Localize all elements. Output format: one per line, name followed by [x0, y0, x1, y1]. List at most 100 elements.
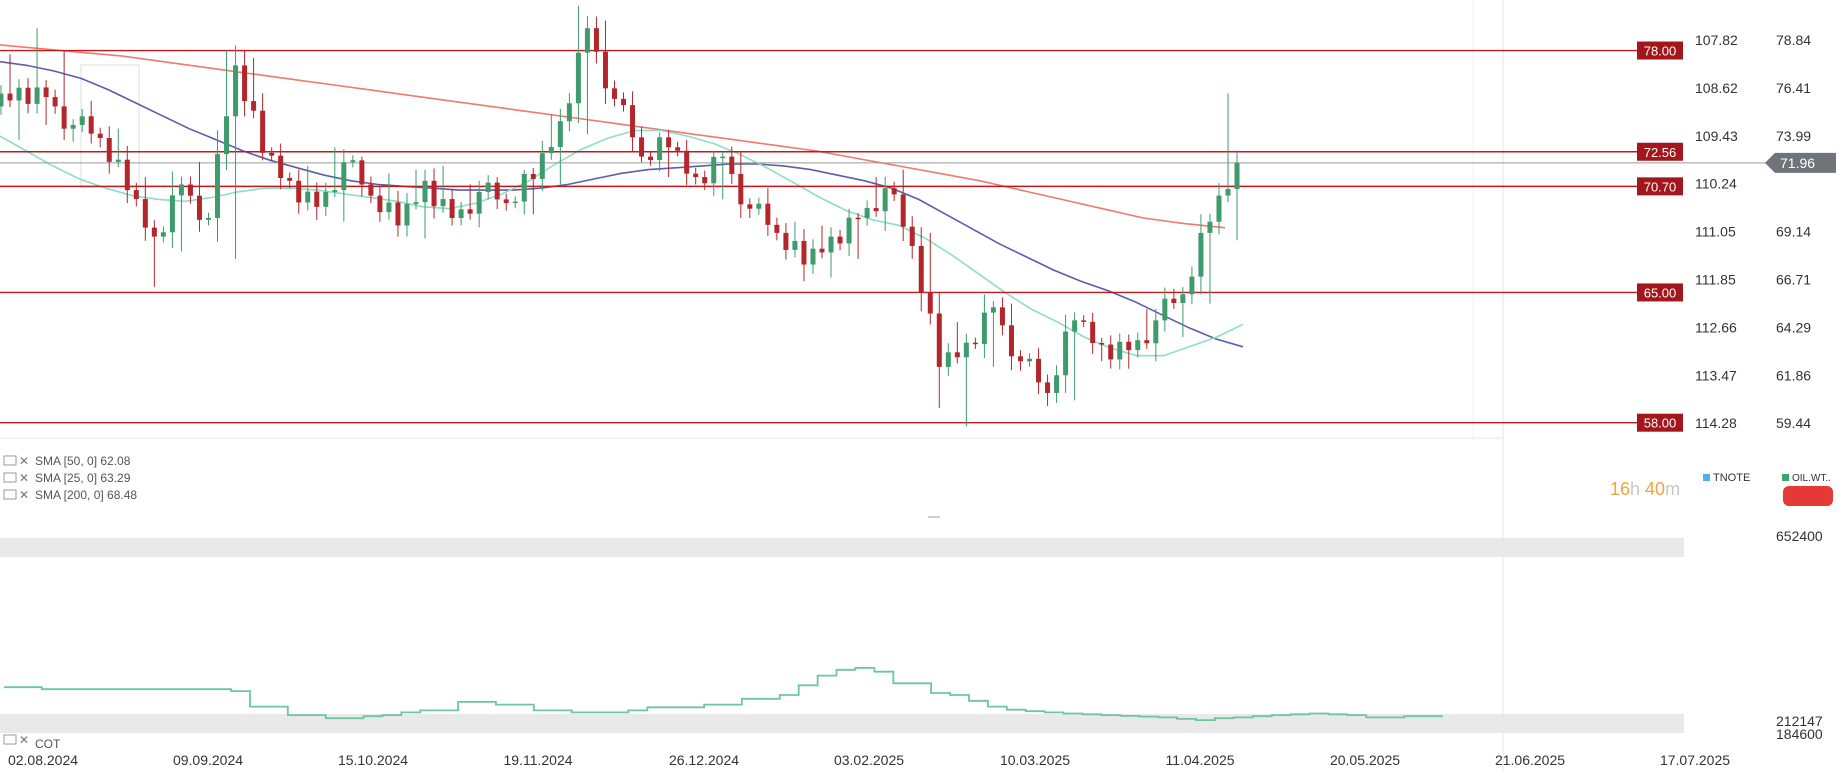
- candle[interactable]: [233, 45, 239, 259]
- candle[interactable]: [215, 130, 221, 242]
- candle[interactable]: [287, 172, 293, 189]
- candle[interactable]: [1063, 314, 1069, 394]
- candle[interactable]: [16, 79, 22, 140]
- candle[interactable]: [151, 220, 157, 287]
- candle[interactable]: [106, 126, 112, 174]
- candle[interactable]: [196, 162, 202, 232]
- bars-icon[interactable]: [3, 472, 17, 483]
- candle[interactable]: [657, 132, 663, 172]
- candle[interactable]: [1090, 312, 1096, 354]
- candle[interactable]: [97, 127, 103, 148]
- candle[interactable]: [584, 16, 590, 135]
- candle[interactable]: [350, 155, 356, 168]
- candle[interactable]: [1180, 287, 1186, 338]
- candle[interactable]: [1225, 93, 1231, 203]
- candle[interactable]: [756, 197, 762, 215]
- candle[interactable]: [1234, 150, 1240, 241]
- candle[interactable]: [954, 322, 960, 364]
- candle[interactable]: [864, 200, 870, 226]
- candle[interactable]: [566, 93, 572, 132]
- candle[interactable]: [34, 28, 40, 114]
- candle[interactable]: [891, 181, 897, 201]
- candle[interactable]: [1162, 287, 1168, 332]
- candle[interactable]: [539, 140, 545, 192]
- candle[interactable]: [278, 143, 284, 190]
- candle[interactable]: [819, 225, 825, 259]
- candle[interactable]: [413, 169, 419, 210]
- indicator-row[interactable]: ✕ SMA [50, 0] 62.08: [3, 454, 131, 468]
- indicator-row[interactable]: ✕ SMA [25, 0] 63.29: [3, 471, 131, 485]
- candle[interactable]: [1054, 365, 1060, 403]
- candle[interactable]: [124, 145, 130, 204]
- candle[interactable]: [61, 50, 67, 141]
- candle[interactable]: [314, 182, 320, 220]
- candle[interactable]: [792, 221, 798, 258]
- candle[interactable]: [675, 141, 681, 157]
- bars-icon[interactable]: [3, 489, 17, 500]
- cot-indicator-row[interactable]: ✕ COT: [3, 733, 61, 751]
- candle[interactable]: [187, 176, 193, 204]
- candle[interactable]: [837, 229, 843, 251]
- candle[interactable]: [846, 208, 852, 256]
- candle[interactable]: [260, 93, 266, 161]
- candle[interactable]: [1135, 332, 1141, 358]
- bars-icon[interactable]: [3, 455, 17, 466]
- candle[interactable]: [1117, 333, 1123, 370]
- candle[interactable]: [70, 119, 76, 142]
- candle[interactable]: [972, 337, 978, 349]
- candle[interactable]: [1036, 348, 1042, 395]
- candle[interactable]: [133, 182, 139, 207]
- candle[interactable]: [747, 198, 753, 218]
- candle[interactable]: [530, 167, 536, 215]
- candle[interactable]: [1216, 183, 1222, 235]
- candle[interactable]: [377, 186, 383, 222]
- oilwt-legend-label[interactable]: OIL.WT..: [1792, 473, 1831, 484]
- bars-icon[interactable]: [3, 734, 17, 745]
- candle[interactable]: [332, 147, 338, 198]
- candle[interactable]: [1198, 214, 1204, 295]
- candle[interactable]: [341, 149, 347, 222]
- candle[interactable]: [1207, 213, 1213, 304]
- alert-pill[interactable]: [1783, 486, 1833, 506]
- candle[interactable]: [368, 176, 374, 204]
- close-icon[interactable]: ✕: [19, 733, 29, 747]
- candle[interactable]: [593, 16, 599, 64]
- candle[interactable]: [52, 89, 58, 114]
- candle[interactable]: [0, 85, 4, 115]
- candle[interactable]: [990, 301, 996, 367]
- candle[interactable]: [774, 217, 780, 241]
- candle[interactable]: [765, 188, 771, 236]
- candle[interactable]: [945, 343, 951, 376]
- candle[interactable]: [1144, 309, 1150, 349]
- candle[interactable]: [1027, 353, 1033, 367]
- candle[interactable]: [621, 92, 627, 112]
- candle[interactable]: [449, 188, 455, 226]
- candle[interactable]: [575, 5, 581, 124]
- candle[interactable]: [720, 151, 726, 200]
- candle[interactable]: [900, 169, 906, 242]
- candle[interactable]: [1189, 266, 1195, 305]
- candle[interactable]: [927, 232, 933, 325]
- candle[interactable]: [1008, 303, 1014, 371]
- candle[interactable]: [909, 216, 915, 259]
- candle[interactable]: [269, 147, 275, 162]
- candle[interactable]: [386, 173, 392, 220]
- candle[interactable]: [503, 193, 509, 211]
- candle[interactable]: [981, 294, 987, 358]
- candle[interactable]: [684, 139, 690, 186]
- candle[interactable]: [88, 100, 94, 144]
- candle[interactable]: [602, 20, 608, 104]
- candle[interactable]: [557, 108, 563, 185]
- candle[interactable]: [467, 184, 473, 220]
- candle[interactable]: [1017, 350, 1023, 371]
- candle[interactable]: [1045, 374, 1051, 406]
- indicator-row[interactable]: ✕ SMA [200, 0] 68.48: [3, 488, 137, 502]
- candle[interactable]: [1099, 337, 1105, 362]
- candle[interactable]: [630, 91, 636, 152]
- candle[interactable]: [611, 80, 617, 107]
- candle[interactable]: [873, 177, 879, 217]
- candle[interactable]: [178, 176, 184, 252]
- candle[interactable]: [323, 182, 329, 216]
- candle[interactable]: [729, 146, 735, 184]
- candle[interactable]: [79, 109, 85, 133]
